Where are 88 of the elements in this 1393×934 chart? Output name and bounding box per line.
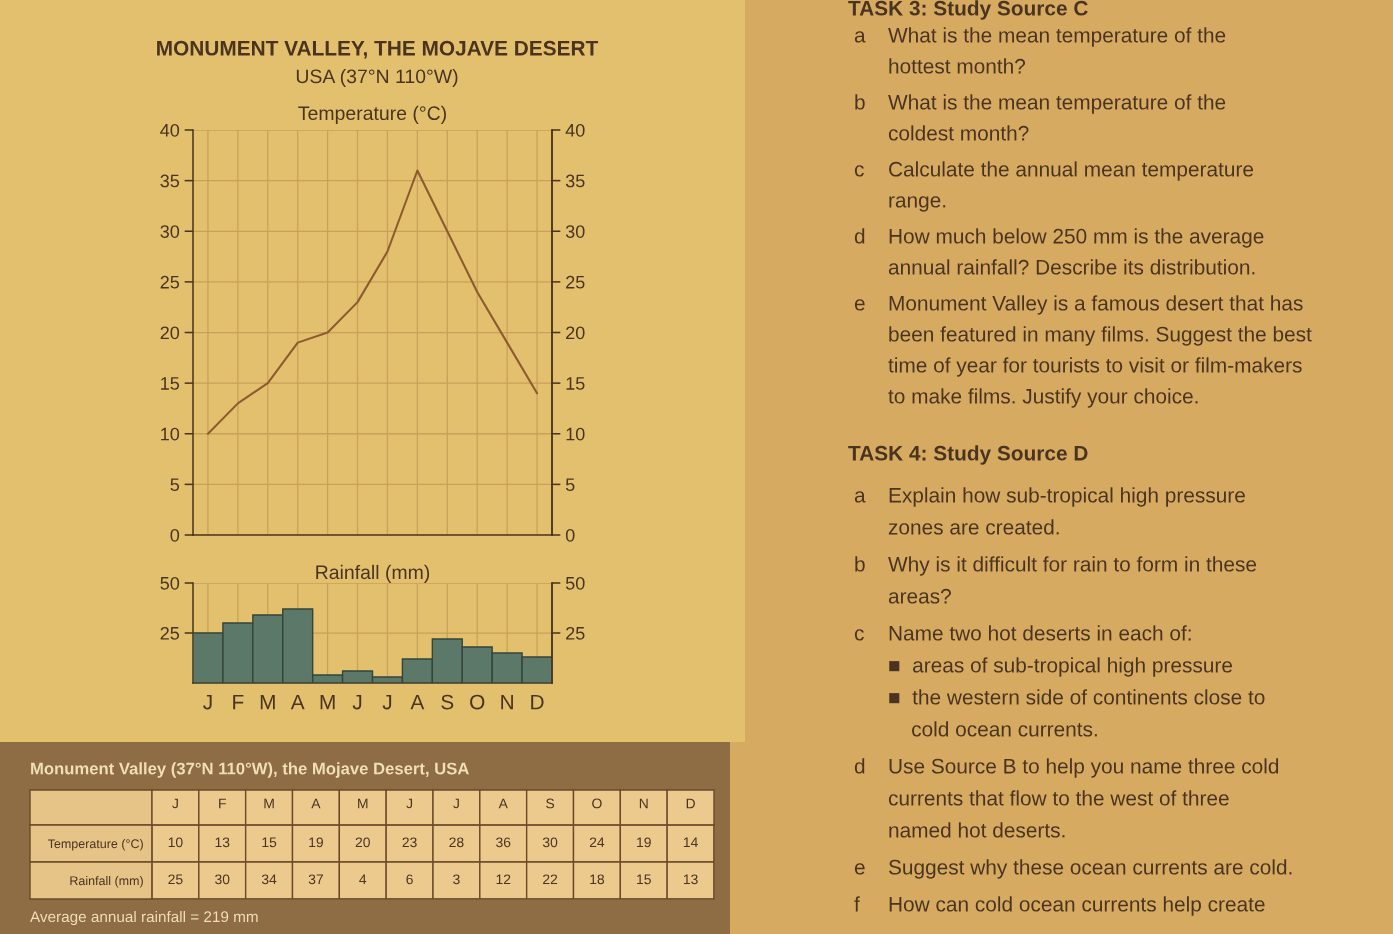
x-tick-label: M xyxy=(358,798,368,809)
x-tick-label: A xyxy=(498,798,508,809)
y-tick-label: 20 xyxy=(160,326,180,340)
data-label: 30 xyxy=(215,874,230,885)
x-tick-label: F xyxy=(219,798,226,809)
x-tick-label: N xyxy=(501,694,513,710)
y-tick-label: 0 xyxy=(170,528,180,542)
x-tick-label: J xyxy=(406,798,413,809)
x-tick-label: J xyxy=(382,694,392,710)
x-tick-label: J xyxy=(172,798,178,809)
x-tick-label: A xyxy=(311,798,321,809)
y2-tick-label: 40 xyxy=(565,123,585,137)
data-label: 13 xyxy=(215,837,230,848)
text: c Calculate the annual mean temperature range. xyxy=(854,161,1254,212)
text: b Why is it difficult for rain to form in these areas? xyxy=(855,556,1257,604)
y2-tick-label: 25 xyxy=(566,626,585,640)
text: c Name two hot deserts in each of: ■ areas of sub-tropical high pressure ■ the western side of continents close to cold ocean currents. xyxy=(854,625,1265,737)
y-tick-label: 10 xyxy=(161,427,180,441)
x-tick-label: D xyxy=(531,694,544,710)
text: Average annual rainfall = 219 mm xyxy=(30,910,258,926)
line-series xyxy=(206,169,539,435)
y2-tick-label: 30 xyxy=(565,225,585,238)
data-label: 24 xyxy=(589,837,605,848)
text: b What is the mean temperature of the coldest month? xyxy=(855,94,1226,141)
data-label: 20 xyxy=(355,837,370,848)
y2-tick-label: 5 xyxy=(565,478,575,492)
chart-title: Monument Valley (37°N 110°W), the Mojave Desert, USA xyxy=(31,762,469,778)
chart-subtitle: USA (37°N 110°W) xyxy=(296,68,458,88)
text: TASK 3: Study Source C xyxy=(848,0,1088,20)
text: a Explain how sub-tropical high pressure zones are created. xyxy=(854,487,1245,535)
x-tick-label: D xyxy=(686,798,695,809)
y2-tick-label: 10 xyxy=(566,427,585,441)
text: d Use Source B to help you name three cold currents that flow to the west of three named hot deserts. xyxy=(854,758,1279,838)
y-tick-label: 40 xyxy=(160,123,180,137)
data-label: 18 xyxy=(590,874,605,885)
x-tick-label: A xyxy=(290,694,305,710)
x-tick-label: O xyxy=(470,694,485,710)
x-tick-label: J xyxy=(352,694,362,710)
data-label: 15 xyxy=(637,874,651,885)
x-tick-label: J xyxy=(453,798,459,809)
y2-tick-label: 0 xyxy=(565,528,575,542)
x-tick-label: N xyxy=(639,798,648,809)
x-tick-label: F xyxy=(233,694,244,710)
y2-tick-label: 25 xyxy=(566,275,585,289)
y-tick-label: 35 xyxy=(160,174,180,188)
data-label: 23 xyxy=(402,837,417,848)
data-label: 19 xyxy=(637,837,651,848)
data-label: 36 xyxy=(496,837,511,848)
y2-tick-label: 20 xyxy=(566,326,585,340)
chart-title: MONUMENT VALLEY, THE MOJAVE DESERT xyxy=(157,40,599,59)
x-tick-label: A xyxy=(410,694,425,710)
text: e Suggest why these ocean currents are cold. xyxy=(854,859,1292,879)
x-tick-label: S xyxy=(441,694,454,710)
text: f How can cold ocean currents help create xyxy=(854,896,1265,916)
y-axis-title: Temperature (°C) xyxy=(298,105,446,124)
x-tick-label: S xyxy=(546,798,555,809)
text: d How much below 250 mm is the average annual rainfall? Describe its distribution. xyxy=(854,228,1264,275)
data-label: 12 xyxy=(496,874,511,885)
y2-tick-label: 15 xyxy=(566,377,585,390)
text: TASK 4: Study Source D xyxy=(848,445,1088,465)
text: a What is the mean temperature of the hottest month? xyxy=(854,27,1226,74)
chart-title: Rainfall (mm) xyxy=(316,564,430,583)
data-label: 37 xyxy=(308,874,323,885)
x-tick-label: M xyxy=(260,694,275,710)
y-tick-label: 25 xyxy=(160,626,180,640)
data-label: 6 xyxy=(406,874,413,885)
data-label: 22 xyxy=(543,874,558,885)
data-label: 14 xyxy=(683,837,698,848)
text: e Monument Valley is a famous desert that has been featured in many films. Suggest the best time of year for tourists to visit or film-makers to make films. Justify your choice. xyxy=(854,295,1312,408)
x-tick-label: M xyxy=(264,798,274,809)
data-label: 34 xyxy=(261,874,277,885)
x-tick-label: M xyxy=(320,694,335,710)
y-tick-label: 25 xyxy=(160,275,180,289)
y-tick-label: 5 xyxy=(170,478,180,492)
y-tick-label: 30 xyxy=(160,225,180,238)
y2-tick-label: 35 xyxy=(565,174,585,188)
data-label: 28 xyxy=(449,837,464,848)
data-label: 30 xyxy=(542,837,558,848)
x-tick-label: O xyxy=(592,798,602,809)
x-tick-label: J xyxy=(203,694,212,710)
y2-tick-label: 50 xyxy=(565,576,585,590)
y-tick-label: 15 xyxy=(161,377,180,390)
data-label: 4 xyxy=(359,874,367,885)
data-label: 3 xyxy=(453,874,460,885)
y-tick-label: 50 xyxy=(160,576,180,590)
data-label: 15 xyxy=(262,837,277,848)
data-label: 13 xyxy=(683,874,698,885)
data-label: 19 xyxy=(309,837,323,848)
